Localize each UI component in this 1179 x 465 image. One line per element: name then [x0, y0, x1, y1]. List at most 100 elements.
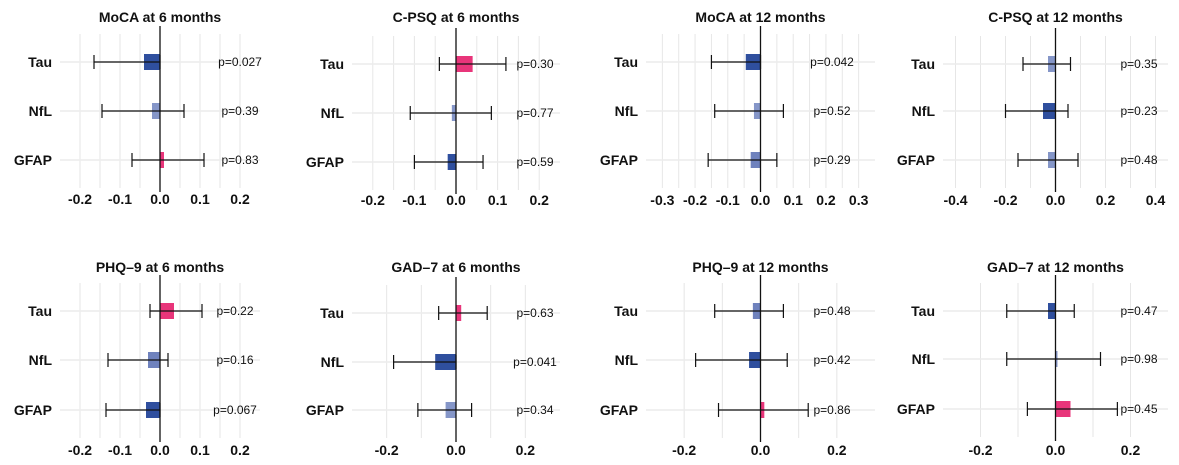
forest-plot: GAD–7 at 12 months Tau p=0.47 NfL p=0.98 GFAP… [897, 259, 1168, 458]
tick-label: -0.1 [108, 191, 132, 207]
category-label: Tau [911, 303, 935, 319]
forest-plot: PHQ–9 at 6 months Tau p=0.22 NfL p=0.16 GFAP p… [14, 259, 260, 458]
tick-label: 0.2 [529, 192, 549, 208]
category-label: NfL [912, 103, 936, 119]
tick-label: 0.0 [1046, 442, 1066, 458]
panel-phq9-6: PHQ–9 at 6 months Tau p=0.22 NfL p=0.16 GFAP p… [0, 250, 280, 465]
tick-label: 0.0 [1046, 192, 1066, 208]
tick-label: 0.2 [816, 192, 836, 208]
tick-label: -0.2 [683, 192, 707, 208]
category-label: NfL [615, 352, 639, 368]
panel-cpsq-12: C-PSQ at 12 months Tau p=0.35 NfL p=0.23 GFAP… [896, 0, 1179, 215]
category-label: NfL [321, 354, 345, 370]
category-label: GFAP [14, 402, 52, 418]
tick-label: 0.0 [751, 442, 771, 458]
p-value-label: p=0.16 [216, 353, 253, 367]
panel-title: MoCA at 6 months [99, 9, 222, 25]
category-label: GFAP [306, 154, 344, 170]
p-value-label: p=0.35 [1120, 57, 1157, 71]
tick-label: 0.2 [516, 442, 536, 458]
p-value-label: p=0.34 [516, 403, 553, 417]
forest-plot: C-PSQ at 6 months Tau p=0.30 NfL p=0.77 GFAP p… [306, 9, 560, 208]
tick-label: -0.2 [993, 192, 1017, 208]
tick-label: -0.2 [68, 191, 92, 207]
category-label: GFAP [600, 402, 638, 418]
p-value-label: p=0.041 [513, 355, 557, 369]
tick-label: 0.1 [190, 191, 210, 207]
category-label: NfL [321, 105, 345, 121]
tick-label: 0.2 [230, 191, 250, 207]
category-label: GFAP [897, 152, 935, 168]
p-value-label: p=0.39 [221, 104, 258, 118]
forest-plot: PHQ–9 at 12 months Tau p=0.48 NfL p=0.42 GFAP… [600, 259, 875, 458]
tick-label: -0.1 [108, 442, 132, 458]
tick-label: 0.4 [1146, 192, 1166, 208]
panel-gad7-12: GAD–7 at 12 months Tau p=0.47 NfL p=0.98 GFAP… [896, 250, 1179, 465]
tick-label: 0.2 [1121, 442, 1141, 458]
p-value-label: p=0.48 [813, 304, 850, 318]
tick-label: 0.0 [751, 192, 771, 208]
p-value-label: p=0.98 [1120, 352, 1157, 366]
p-value-label: p=0.48 [1120, 153, 1157, 167]
tick-label: 0.0 [150, 442, 170, 458]
tick-label: 0.1 [783, 192, 803, 208]
panel-title: GAD–7 at 12 months [987, 259, 1124, 275]
forest-plot: MoCA at 12 months Tau p=0.042 NfL p=0.52 GFAP… [600, 9, 875, 208]
panel-title: PHQ–9 at 12 months [692, 259, 828, 275]
panel-phq9-12: PHQ–9 at 12 months Tau p=0.48 NfL p=0.42 GFAP… [594, 250, 884, 465]
p-value-label: p=0.29 [813, 153, 850, 167]
tick-label: 0.0 [446, 192, 466, 208]
tick-label: -0.2 [361, 192, 385, 208]
tick-label: 0.0 [446, 442, 466, 458]
p-value-label: p=0.067 [213, 403, 257, 417]
p-value-label: p=0.52 [813, 104, 850, 118]
tick-label: 0.2 [230, 442, 250, 458]
p-value-label: p=0.23 [1120, 104, 1157, 118]
category-label: Tau [614, 54, 638, 70]
category-label: NfL [615, 103, 639, 119]
category-label: NfL [29, 352, 53, 368]
p-value-label: p=0.63 [516, 306, 553, 320]
p-value-label: p=0.47 [1120, 304, 1157, 318]
p-value-label: p=0.42 [813, 353, 850, 367]
forest-plot: C-PSQ at 12 months Tau p=0.35 NfL p=0.23 GFAP… [897, 9, 1168, 208]
p-value-label: p=0.30 [516, 57, 553, 71]
category-label: Tau [28, 54, 52, 70]
category-label: NfL [29, 103, 53, 119]
tick-label: 0.1 [190, 442, 210, 458]
category-label: NfL [912, 351, 936, 367]
tick-label: -0.1 [402, 192, 426, 208]
category-label: GFAP [897, 401, 935, 417]
tick-label: 0.2 [1096, 192, 1116, 208]
p-value-label: p=0.22 [216, 304, 253, 318]
tick-label: 0.3 [849, 192, 869, 208]
tick-label: -0.2 [375, 442, 399, 458]
tick-label: -0.2 [672, 442, 696, 458]
tick-label: -0.4 [943, 192, 967, 208]
tick-label: 0.1 [488, 192, 508, 208]
category-label: GFAP [14, 152, 52, 168]
category-label: Tau [911, 56, 935, 72]
panel-gad7-6: GAD–7 at 6 months Tau p=0.63 NfL p=0.041 GFAP… [297, 250, 577, 465]
tick-label: -0.2 [68, 442, 92, 458]
category-label: Tau [320, 305, 344, 321]
panel-title: C-PSQ at 6 months [393, 9, 520, 25]
forest-plot: GAD–7 at 6 months Tau p=0.63 NfL p=0.041 GFAP… [306, 259, 560, 458]
tick-label: 0.0 [150, 191, 170, 207]
p-value-label: p=0.45 [1120, 402, 1157, 416]
tick-label: -0.2 [968, 442, 992, 458]
panel-moca-6: MoCA at 6 months Tau p=0.027 NfL p=0.39 GFAP p… [0, 0, 280, 215]
p-value-label: p=0.042 [810, 55, 854, 69]
p-value-label: p=0.77 [516, 106, 553, 120]
category-label: Tau [614, 303, 638, 319]
panel-title: MoCA at 12 months [695, 9, 825, 25]
forest-plot: MoCA at 6 months Tau p=0.027 NfL p=0.39 GFAP p… [14, 9, 262, 207]
panel-cpsq-6: C-PSQ at 6 months Tau p=0.30 NfL p=0.77 GFAP p… [297, 0, 577, 215]
category-label: Tau [28, 303, 52, 319]
p-value-label: p=0.83 [221, 153, 258, 167]
category-label: GFAP [306, 402, 344, 418]
category-label: Tau [320, 56, 344, 72]
panel-title: PHQ–9 at 6 months [96, 259, 225, 275]
panel-title: C-PSQ at 12 months [988, 9, 1123, 25]
p-value-label: p=0.027 [218, 55, 262, 69]
